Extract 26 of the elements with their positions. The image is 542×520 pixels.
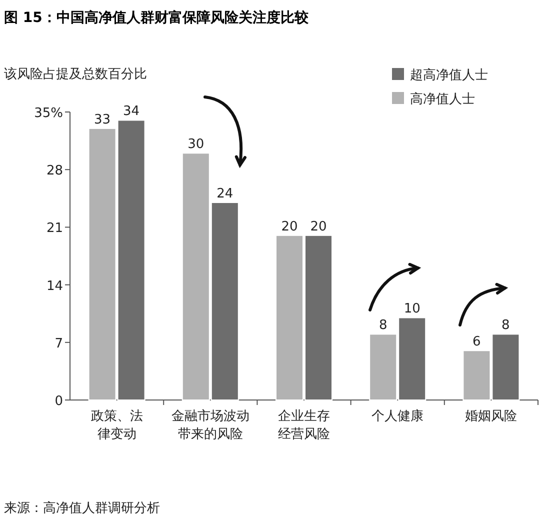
- chart-title: 图 15：中国高净值人群财富保障风险关注度比较: [4, 9, 310, 26]
- y-tick-label: 28: [46, 164, 63, 179]
- y-tick-label: 35%: [34, 106, 63, 121]
- legend-label: 超高净值人士: [410, 67, 488, 83]
- data-label: 30: [188, 137, 204, 152]
- y-tick-label: 0: [54, 394, 63, 409]
- data-label: 33: [94, 112, 111, 128]
- data-label: 8: [378, 318, 388, 334]
- y-tick-label: 7: [54, 336, 63, 352]
- data-label: 20: [310, 219, 327, 234]
- x-tick-label: 政策、法律变动: [90, 409, 143, 442]
- y-axis-title: 该风险占提及总数百分比: [4, 66, 147, 82]
- source-note: 来源：高净值人群调研分析: [4, 500, 160, 516]
- y-tick-label: 14: [46, 278, 63, 294]
- x-tick-label: 金融市场波动带来的风险: [171, 409, 250, 442]
- y-tick-label: 21: [46, 221, 63, 236]
- data-label: 8: [502, 318, 510, 334]
- data-label: 20: [281, 219, 298, 234]
- x-tick-label: 企业生存经营风险: [278, 409, 330, 442]
- x-tick-label: 婚姻风险: [465, 409, 518, 424]
- x-tick-label: 个人健康: [372, 409, 424, 424]
- data-label: 24: [216, 186, 234, 202]
- data-label: 34: [123, 104, 140, 120]
- legend-label: 高净值人士: [410, 91, 475, 107]
- data-label: 6: [472, 334, 481, 350]
- data-label: 10: [404, 302, 420, 317]
